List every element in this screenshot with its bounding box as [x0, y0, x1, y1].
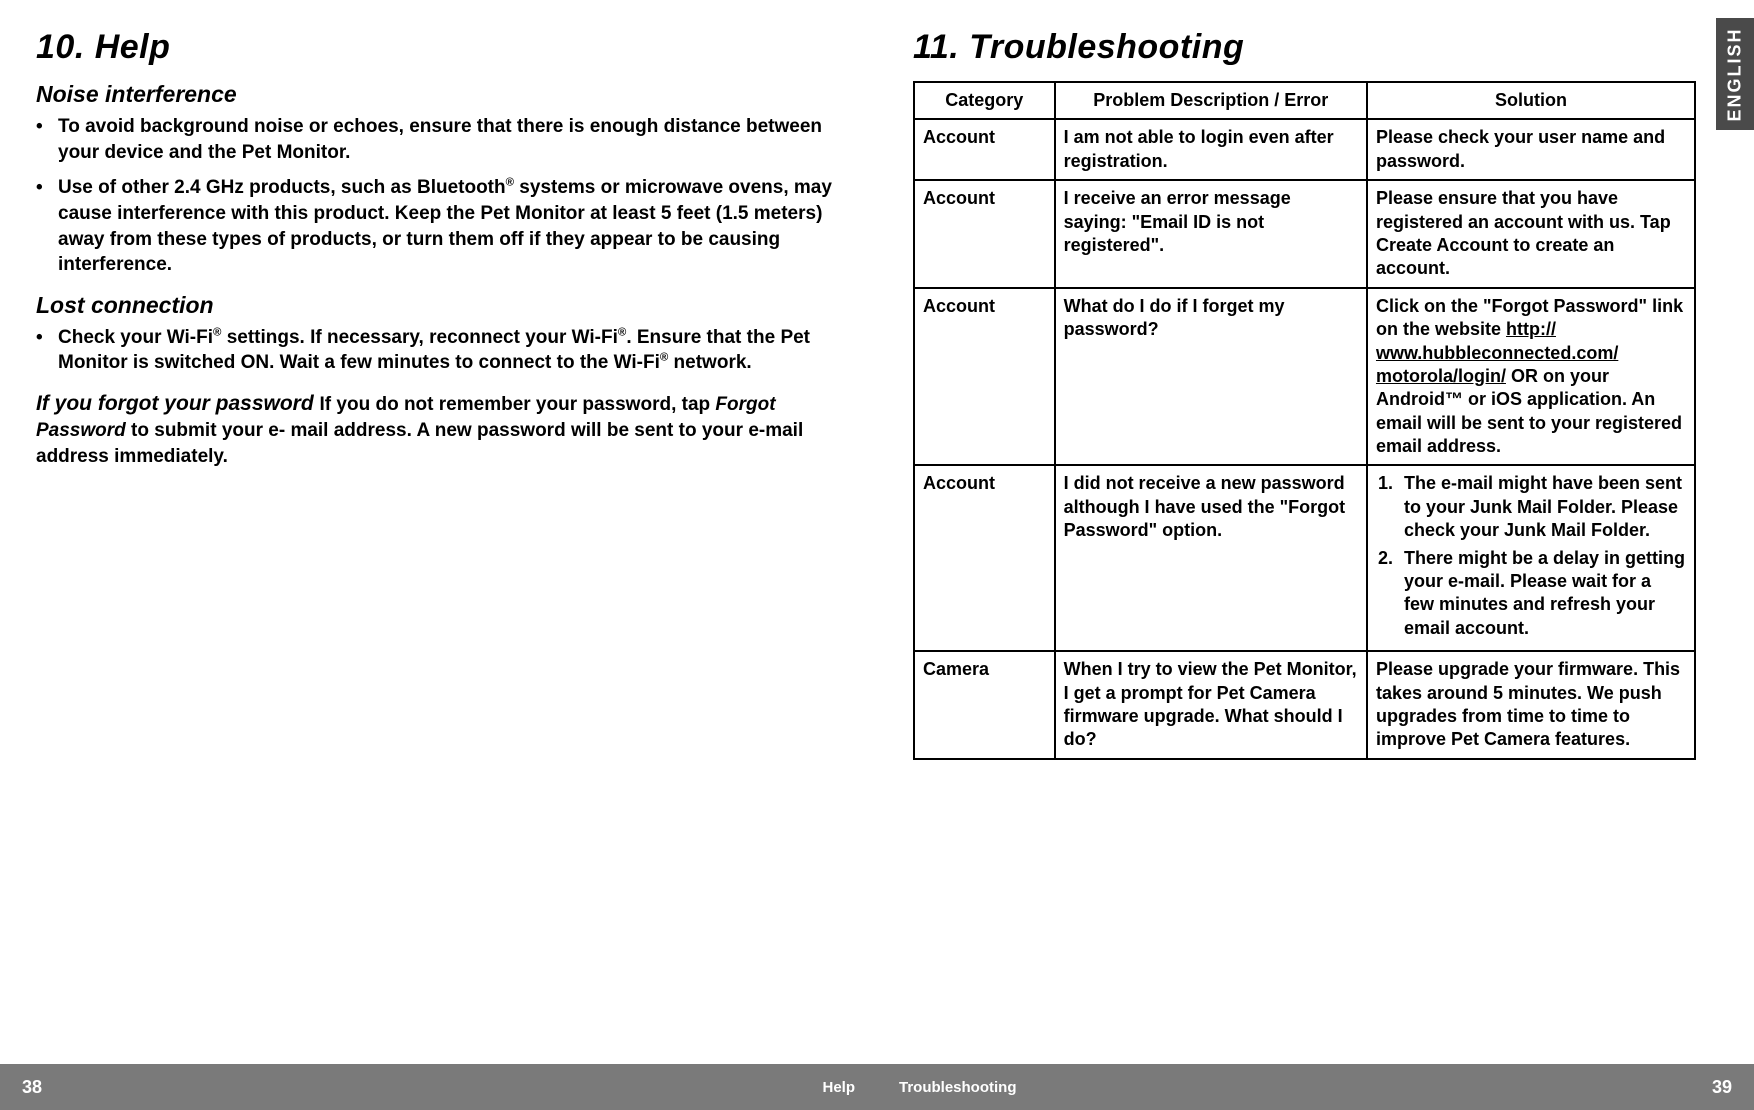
cell-category: Account [914, 180, 1055, 288]
footer-label-right: Troubleshooting [899, 1079, 1017, 1096]
page-number-left: 38 [22, 1077, 42, 1098]
cell-problem: I did not receive a new password althoug… [1055, 465, 1367, 651]
cell-category: Camera [914, 651, 1055, 759]
footer-right: Troubleshooting 39 [877, 1064, 1754, 1110]
forgot-password-paragraph: If you forgot your password If you do no… [36, 390, 841, 470]
col-problem: Problem Description / Error [1055, 82, 1367, 119]
text: Use of other 2.4 GHz products, such as B… [58, 177, 506, 198]
text: network. [668, 352, 751, 373]
noise-bullet-2: Use of other 2.4 GHz products, such as B… [36, 175, 841, 278]
col-solution: Solution [1367, 82, 1695, 119]
cell-solution: The e-mail might have been sent to your … [1367, 465, 1695, 651]
col-category: Category [914, 82, 1055, 119]
cell-problem: When I try to view the Pet Monitor, I ge… [1055, 651, 1367, 759]
text: to submit your e- mail address. A new pa… [36, 420, 803, 467]
page-spread: 10. Help Noise interference To avoid bac… [0, 0, 1754, 1110]
subhead-noise: Noise interference [36, 81, 841, 108]
cell-solution: Please ensure that you have registered a… [1367, 180, 1695, 288]
table-row: Account I did not receive a new password… [914, 465, 1695, 651]
table-row: Account I am not able to login even afte… [914, 119, 1695, 180]
noise-bullet-1: To avoid background noise or echoes, ens… [36, 114, 841, 165]
footer-left: 38 Help [0, 1064, 877, 1110]
footer-label-left: Help [822, 1079, 855, 1096]
language-tab: ENGLISH [1716, 18, 1754, 130]
text: If you do not remember your password, ta… [320, 394, 716, 415]
cell-solution: Click on the "Forgot Password" link on t… [1367, 288, 1695, 466]
table-row: Account What do I do if I forget my pass… [914, 288, 1695, 466]
table-row: Camera When I try to view the Pet Monito… [914, 651, 1695, 759]
page-number-right: 39 [1712, 1077, 1732, 1098]
solution-list: The e-mail might have been sent to your … [1376, 472, 1686, 640]
forgot-lead: If you forgot your password [36, 392, 320, 415]
cell-solution: Please upgrade your firmware. This takes… [1367, 651, 1695, 759]
link-text: http:// [1506, 319, 1556, 339]
right-title: 11. Troubleshooting [913, 28, 1696, 67]
lost-bullet-1: Check your Wi-Fi® settings. If necessary… [36, 325, 841, 376]
language-label: ENGLISH [1725, 27, 1746, 121]
solution-item: There might be a delay in getting your e… [1398, 547, 1686, 641]
solution-item: The e-mail might have been sent to your … [1398, 472, 1686, 542]
page-left: 10. Help Noise interference To avoid bac… [0, 0, 877, 1110]
troubleshooting-table: Category Problem Description / Error Sol… [913, 81, 1696, 760]
cell-category: Account [914, 288, 1055, 466]
table-row: Account I receive an error message sayin… [914, 180, 1695, 288]
cell-problem: I receive an error message saying: "Emai… [1055, 180, 1367, 288]
cell-category: Account [914, 465, 1055, 651]
lost-bullets: Check your Wi-Fi® settings. If necessary… [36, 325, 841, 376]
link-text: www.hubbleconnected.com/ [1376, 343, 1618, 363]
registered-mark: ® [506, 177, 514, 189]
cell-category: Account [914, 119, 1055, 180]
page-right: ENGLISH 11. Troubleshooting Category Pro… [877, 0, 1754, 1110]
link-text: motorola/login/ [1376, 366, 1506, 386]
text: settings. If necessary, reconnect your W… [221, 327, 617, 348]
subhead-lost: Lost connection [36, 292, 841, 319]
cell-solution: Please check your user name and password… [1367, 119, 1695, 180]
text: Check your Wi-Fi [58, 327, 213, 348]
noise-bullets: To avoid background noise or echoes, ens… [36, 114, 841, 278]
table-header-row: Category Problem Description / Error Sol… [914, 82, 1695, 119]
cell-problem: I am not able to login even after regist… [1055, 119, 1367, 180]
left-title: 10. Help [36, 28, 841, 67]
cell-problem: What do I do if I forget my password? [1055, 288, 1367, 466]
